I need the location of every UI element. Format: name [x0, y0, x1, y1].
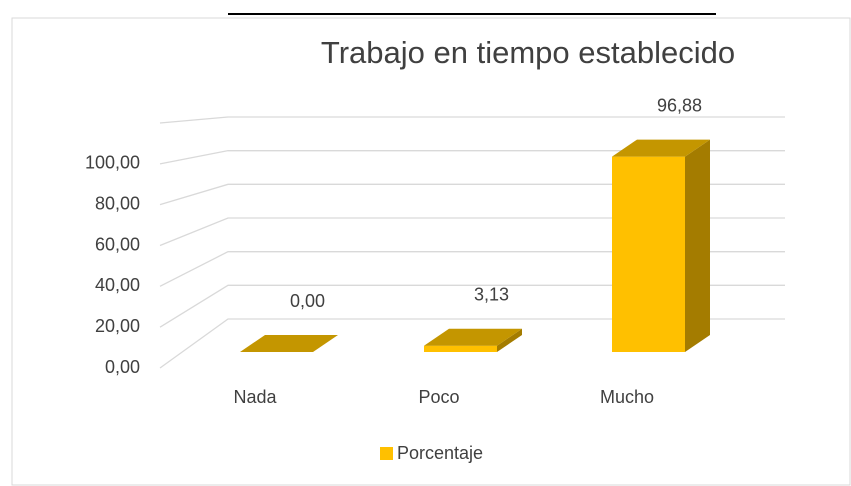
y-tick-label: 60,00 [95, 234, 140, 254]
bar-top [424, 328, 522, 346]
grid-line [159, 217, 785, 247]
data-label: 0,00 [290, 291, 325, 311]
bar [424, 345, 497, 352]
grid-line [159, 284, 785, 328]
grid-line [159, 116, 785, 124]
y-tick-label: 0,00 [105, 357, 140, 377]
bar-side [685, 139, 710, 352]
y-tick-label: 100,00 [85, 153, 140, 173]
grid-line [159, 318, 785, 369]
grid-line [159, 150, 785, 165]
y-tick-label: 20,00 [95, 316, 140, 336]
data-label: 3,13 [474, 284, 509, 304]
grid-line [159, 183, 785, 206]
bar-side [497, 328, 522, 352]
grid-line [159, 251, 785, 287]
x-tick-label: Poco [418, 387, 459, 407]
data-label: 96,88 [657, 95, 702, 115]
chart-title: Trabajo en tiempo establecido [321, 35, 735, 70]
legend-swatch [380, 447, 393, 460]
x-tick-label: Nada [233, 387, 277, 407]
legend-label: Porcentaje [397, 443, 483, 463]
bar-top [240, 335, 338, 352]
x-tick-label: Mucho [600, 387, 654, 407]
bar [612, 156, 685, 352]
y-tick-label: 80,00 [95, 193, 140, 213]
y-tick-label: 40,00 [95, 275, 140, 295]
bar-top [612, 139, 710, 157]
